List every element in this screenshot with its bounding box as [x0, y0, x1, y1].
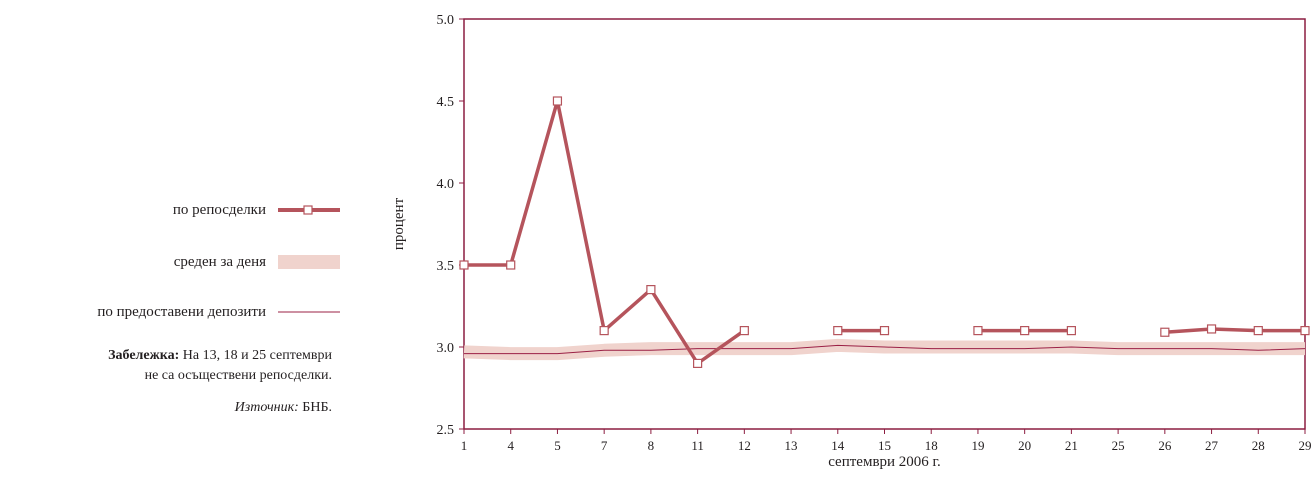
repo-point: [1160, 327, 1170, 337]
legend-symbol-average: [278, 255, 340, 269]
legend-symbol-repo: [278, 205, 340, 215]
legend-label-repo: по репосделки: [172, 201, 266, 218]
x-tick-label: 1: [461, 438, 468, 453]
legend-label-average: среден за деня: [173, 253, 266, 270]
legend-item-deposits: по предоставени депозити: [97, 302, 340, 322]
x-tick-label: 21: [1065, 438, 1078, 453]
x-tick-label: 18: [925, 438, 938, 453]
y-tick-label: 2.5: [437, 423, 455, 438]
note-line-2: не са осъществени репосделки.: [144, 368, 332, 383]
x-tick-label: 8: [648, 438, 655, 453]
x-tick-label: 25: [1112, 438, 1125, 453]
x-tick-label: 13: [785, 438, 798, 453]
note-line-1: Забележка: На 13, 18 и 25 септември: [108, 346, 332, 366]
repo-point: [459, 260, 469, 270]
y-tick-label: 3.5: [437, 259, 455, 274]
source-note: Източник: БНБ.: [235, 398, 332, 418]
x-tick-label: 5: [554, 438, 561, 453]
repo-point: [833, 326, 843, 336]
repo-point: [879, 326, 890, 336]
repo-point: [506, 260, 516, 270]
x-tick-label: 11: [691, 438, 704, 453]
repo-point: [1206, 324, 1217, 334]
series-deposits-line: [464, 344, 1306, 355]
y-tick-label: 5.0: [437, 13, 455, 28]
repo-point: [1300, 326, 1310, 336]
x-tick-label: 7: [601, 438, 608, 453]
series-repo-line: [464, 100, 746, 366]
legend: по репосделки среден за деня по предоста…: [0, 0, 340, 477]
repo-point: [599, 326, 609, 336]
repo-point: [1066, 326, 1076, 336]
x-tick-label: 19: [971, 438, 984, 453]
x-tick-label: 12: [738, 438, 751, 453]
series-repo-line: [1164, 327, 1305, 334]
legend-item-repo: по репосделки: [173, 200, 340, 220]
x-tick-label: 27: [1205, 438, 1219, 453]
legend-item-average: среден за деня: [174, 252, 340, 272]
note-text-1: На 13, 18 и 25 септември: [179, 348, 332, 363]
repo-point: [552, 96, 563, 106]
y-tick-label: 3.0: [437, 341, 455, 356]
source-value: БНБ.: [298, 400, 332, 415]
x-tick-label: 20: [1018, 438, 1031, 453]
y-axis-title: процент: [391, 197, 407, 250]
repo-point: [739, 326, 749, 336]
repo-point: [646, 285, 656, 295]
source-label: Източник:: [234, 400, 299, 415]
x-axis-title: септември 2006 г.: [828, 454, 941, 470]
plot-frame: [463, 18, 1306, 430]
legend-symbol-deposits: [278, 311, 340, 313]
legend-label-deposits: по предоставени депозити: [97, 303, 266, 320]
x-tick-label: 28: [1252, 438, 1265, 453]
note-bold: Забележка:: [108, 348, 180, 363]
x-tick-label: 26: [1158, 438, 1172, 453]
repo-point: [973, 326, 983, 336]
y-tick-label: 4.0: [437, 177, 455, 192]
y-tick-label: 4.5: [437, 95, 455, 110]
note-block: Забележка: На 13, 18 и 25 септември не с…: [108, 346, 332, 386]
x-tick-label: 15: [878, 438, 891, 453]
x-tick-label: 4: [507, 438, 514, 453]
repo-point: [693, 358, 703, 368]
x-tick-label: 14: [831, 438, 845, 453]
x-tick-label: 29: [1299, 438, 1312, 453]
repo-point: [1253, 326, 1263, 336]
repo-point: [1020, 326, 1030, 336]
